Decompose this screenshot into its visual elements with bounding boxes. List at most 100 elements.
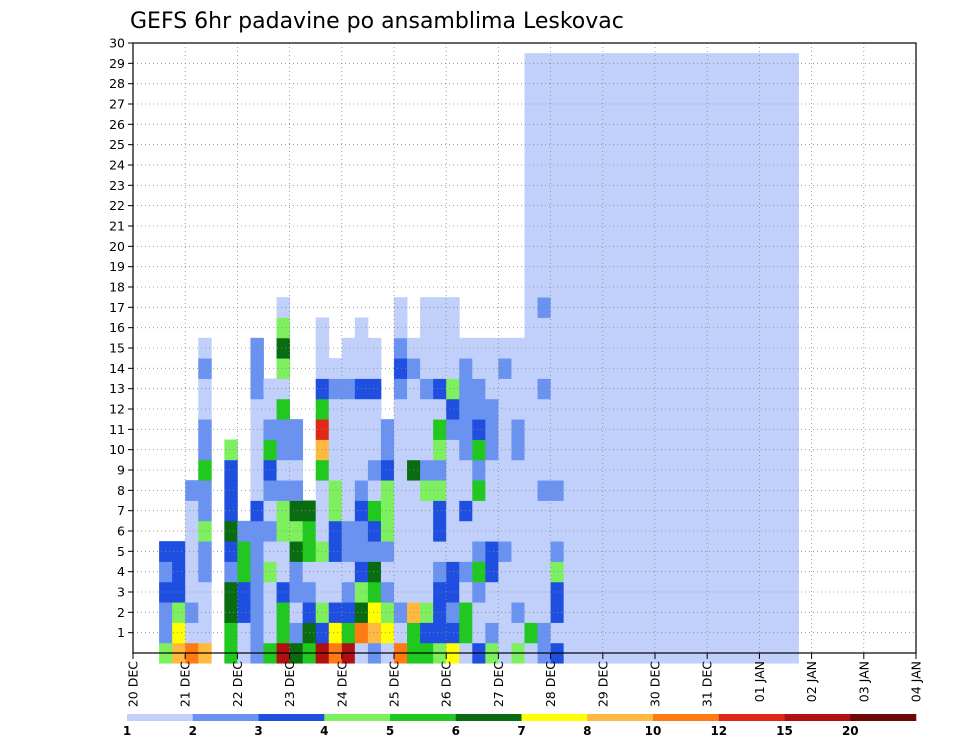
heatmap-cell bbox=[759, 297, 773, 318]
heatmap-cell bbox=[563, 256, 578, 278]
heatmap-cell bbox=[694, 73, 708, 95]
heatmap-cell bbox=[720, 134, 734, 156]
heatmap-cell bbox=[641, 337, 656, 359]
heatmap-cell bbox=[537, 500, 551, 522]
heatmap-cell bbox=[524, 215, 538, 237]
heatmap-cell bbox=[524, 541, 538, 562]
y-tick-label: 8 bbox=[117, 483, 125, 498]
heatmap-cell bbox=[315, 622, 330, 644]
heatmap-cell bbox=[576, 53, 591, 74]
heatmap-cell bbox=[759, 439, 773, 461]
heatmap-cell bbox=[785, 500, 799, 522]
y-tick-label: 10 bbox=[109, 442, 125, 457]
heatmap-cell bbox=[420, 622, 434, 644]
heatmap-cell bbox=[641, 93, 656, 115]
colorbar-swatch bbox=[718, 714, 785, 721]
heatmap-cell bbox=[772, 195, 786, 217]
heatmap-cell bbox=[785, 541, 799, 562]
heatmap-cell bbox=[511, 439, 525, 461]
heatmap-cell bbox=[641, 602, 656, 623]
heatmap-cell bbox=[641, 256, 656, 278]
x-tick-label: 25 DEC bbox=[387, 661, 402, 707]
heatmap-cell bbox=[615, 114, 630, 135]
heatmap-cell bbox=[537, 236, 551, 257]
y-tick-label: 16 bbox=[109, 320, 125, 335]
heatmap-cell bbox=[641, 73, 656, 95]
heatmap-cell bbox=[446, 439, 460, 461]
heatmap-cell bbox=[563, 195, 578, 217]
heatmap-cell bbox=[641, 622, 656, 644]
heatmap-cell bbox=[472, 520, 486, 542]
heatmap-cell bbox=[668, 439, 682, 461]
heatmap-cell bbox=[524, 53, 538, 74]
heatmap-cell bbox=[446, 500, 460, 522]
heatmap-cell bbox=[524, 276, 538, 298]
heatmap-cell bbox=[289, 520, 304, 542]
heatmap-cell bbox=[733, 175, 747, 196]
heatmap-cell bbox=[524, 195, 538, 217]
colorbar-label: 1 bbox=[123, 724, 131, 738]
heatmap-cell bbox=[615, 337, 630, 359]
heatmap-cell bbox=[733, 53, 747, 74]
heatmap-cell bbox=[341, 622, 356, 644]
heatmap-cell bbox=[576, 561, 591, 583]
y-tick-label: 30 bbox=[109, 36, 125, 51]
heatmap-cell bbox=[628, 541, 643, 562]
heatmap-cell bbox=[628, 317, 643, 339]
heatmap-cell bbox=[628, 398, 643, 420]
colorbar-label: 4 bbox=[320, 724, 328, 738]
heatmap-cell bbox=[641, 520, 656, 542]
heatmap-cell bbox=[524, 398, 538, 420]
heatmap-cell bbox=[524, 154, 538, 176]
y-tick-label: 6 bbox=[117, 524, 125, 539]
heatmap-cell bbox=[589, 256, 604, 278]
heatmap-cell bbox=[394, 459, 408, 481]
heatmap-cell bbox=[733, 276, 747, 298]
heatmap-cell bbox=[720, 480, 734, 501]
heatmap-cell bbox=[198, 337, 212, 359]
heatmap-cell bbox=[328, 378, 343, 400]
heatmap-cell bbox=[576, 520, 591, 542]
heatmap-cell bbox=[380, 500, 395, 522]
heatmap-cell bbox=[759, 53, 773, 74]
heatmap-cell bbox=[641, 297, 656, 318]
heatmap-cell bbox=[720, 175, 734, 196]
heatmap-cell bbox=[589, 337, 604, 359]
heatmap-cell bbox=[289, 480, 304, 501]
heatmap-cell bbox=[537, 520, 551, 542]
heatmap-cell bbox=[576, 419, 591, 440]
heatmap-cell bbox=[694, 154, 708, 176]
heatmap-cell bbox=[681, 297, 695, 318]
heatmap-cell bbox=[720, 93, 734, 115]
heatmap-cell bbox=[563, 337, 578, 359]
heatmap-cell bbox=[668, 134, 682, 156]
heatmap-cell bbox=[759, 378, 773, 400]
heatmap-cell bbox=[668, 337, 682, 359]
heatmap-cell bbox=[615, 378, 630, 400]
heatmap-cell bbox=[628, 236, 643, 257]
heatmap-cell bbox=[694, 459, 708, 481]
heatmap-cell bbox=[772, 114, 786, 135]
heatmap-cell bbox=[772, 581, 786, 603]
heatmap-cell bbox=[694, 419, 708, 440]
heatmap-cell bbox=[276, 622, 290, 644]
heatmap-cell bbox=[172, 541, 186, 562]
heatmap-cell bbox=[485, 602, 499, 623]
heatmap-cell bbox=[694, 622, 708, 644]
heatmap-cell bbox=[380, 622, 395, 644]
heatmap-cell bbox=[694, 53, 708, 74]
heatmap-cell bbox=[537, 398, 551, 420]
heatmap-cell bbox=[615, 439, 630, 461]
heatmap-cell bbox=[668, 276, 682, 298]
heatmap-cell bbox=[263, 561, 277, 583]
heatmap-cell bbox=[380, 480, 395, 501]
heatmap-cell bbox=[263, 520, 277, 542]
colorbar-label: 8 bbox=[583, 724, 591, 738]
heatmap-cell bbox=[615, 459, 630, 481]
heatmap-cell bbox=[733, 480, 747, 501]
heatmap-cell bbox=[772, 358, 786, 379]
heatmap-cell bbox=[589, 459, 604, 481]
heatmap-cell bbox=[785, 358, 799, 379]
heatmap-cell bbox=[198, 378, 212, 400]
